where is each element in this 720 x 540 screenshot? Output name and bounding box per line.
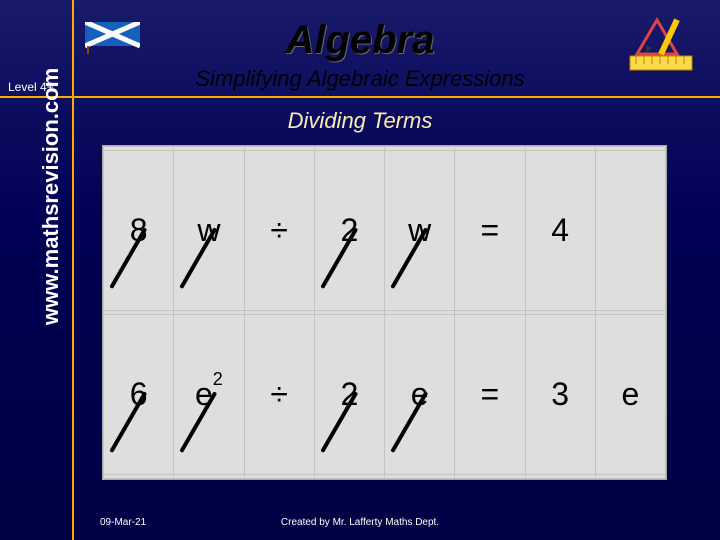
cell-2: 2 [314,151,384,311]
strike-line [320,227,358,289]
cell-w: w [174,151,244,311]
cell-divide: ÷ [244,315,314,475]
cell-result: 4 [525,151,595,311]
cell-equals: = [455,151,525,311]
footer-credit: Created by Mr. Lafferty Maths Dept. [0,517,720,528]
sidebar-url: www.mathsrevision.com [38,68,64,325]
cell-6: 6 [104,315,174,475]
strike-line [109,391,147,453]
cell-divide: ÷ [244,151,314,311]
cell-w: w [385,151,455,311]
math-tools-icon [622,14,702,84]
cell-8: 8 [104,151,174,311]
section-heading: Dividing Terms [0,108,720,134]
cell-result: 3 [525,315,595,475]
math-grid: 8 w ÷ 2 w = 4 6 e2 ÷ 2 e = 3 e [102,145,667,480]
cell-e2: e2 [174,315,244,475]
cell-equals: = [455,315,525,475]
cell-e: e [385,315,455,475]
strike-line [320,391,358,453]
grid-row [104,474,666,478]
strike-line [390,391,428,453]
grid-row: 6 e2 ÷ 2 e = 3 e [104,315,666,475]
cell-e: e [595,315,665,475]
strike-line [109,227,147,289]
scotland-flag-icon [85,22,140,54]
cell-2: 2 [314,315,384,475]
page-subtitle: Simplifying Algebraic Expressions [0,66,720,92]
axis-horizontal [0,96,720,98]
grid-row: 8 w ÷ 2 w = 4 [104,151,666,311]
